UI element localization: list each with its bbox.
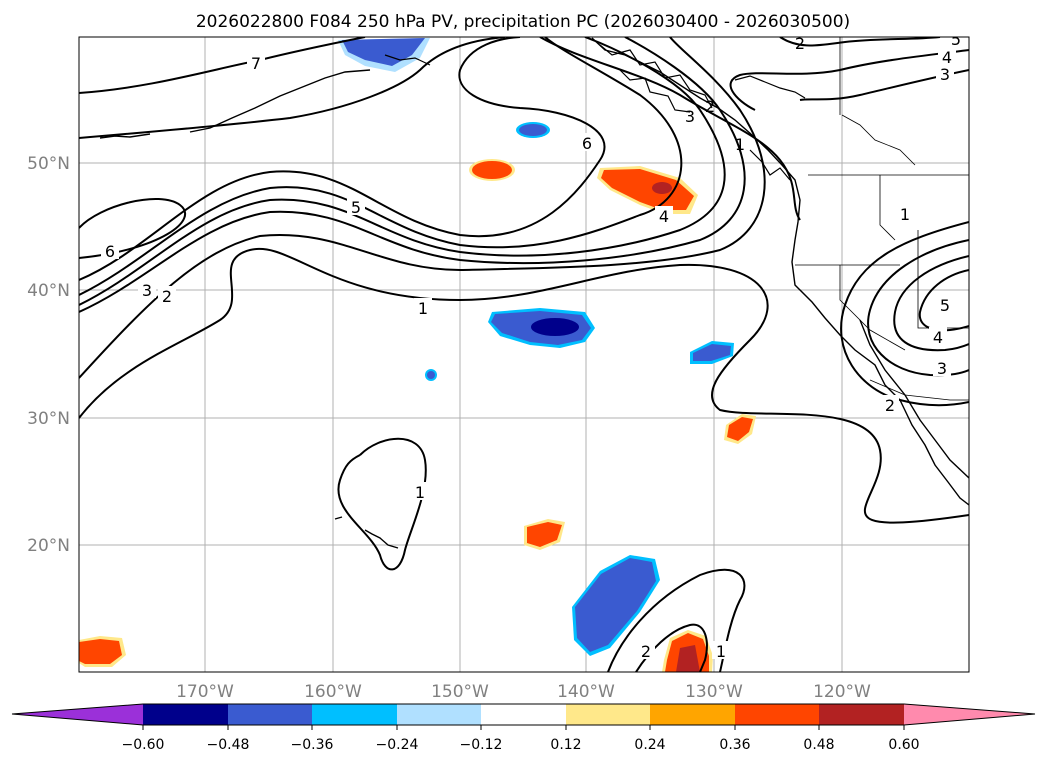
contour-label: 6: [582, 134, 592, 153]
contour-label: 1: [418, 299, 428, 318]
colorbar-extend-high: [904, 704, 1035, 725]
political-borders: [795, 37, 969, 401]
lon-label: 150°W: [431, 682, 489, 702]
pv-contour: [79, 37, 506, 139]
latitude-labels: 50°N 40°N 30°N 20°N: [27, 154, 70, 556]
colorbar-segment: [650, 704, 735, 725]
contour-label: 2: [885, 396, 895, 415]
contour-label: 2: [641, 642, 651, 661]
colorbar-segment: [228, 704, 312, 725]
longitude-labels: 170°W 160°W 150°W 140°W 130°W 120°W: [176, 682, 871, 702]
contour-label: 5: [940, 296, 950, 315]
contour-label: 1: [900, 205, 910, 224]
figure-title: 2026022800 F084 250 hPa PV, precipitatio…: [196, 12, 850, 32]
map-panel[interactable]: 7 6 5 4 3 2 1 6 3 2 1 1: [78, 30, 970, 673]
precip-blob-positive: [597, 166, 698, 214]
pv-contour: [337, 437, 427, 571]
map-frame: [78, 36, 970, 673]
colorbar-segment: [819, 704, 904, 725]
colorbar-tick-label: 0.12: [550, 737, 581, 753]
lon-label: 120°W: [813, 682, 871, 702]
lon-label: 170°W: [176, 682, 234, 702]
colorbar-segment: [143, 704, 228, 725]
precip-blob-positive: [524, 519, 565, 550]
lat-label: 40°N: [27, 281, 70, 301]
colorbar-tick-label: −0.48: [207, 737, 250, 753]
pv-contour: [607, 568, 746, 672]
colorbar-tick-label: 0.24: [634, 737, 665, 753]
colorbar-tick-label: −0.24: [376, 737, 419, 753]
precip-blob-positive: [724, 414, 756, 444]
colorbar-ticks: [142, 725, 905, 730]
colorbar-tick-label: −0.60: [122, 737, 165, 753]
contour-label: 4: [942, 48, 952, 67]
pv-contour: [893, 255, 969, 352]
contour-label: 1: [716, 642, 726, 661]
lon-label: 160°W: [304, 682, 362, 702]
contour-label: 4: [933, 328, 943, 347]
lon-label: 140°W: [557, 682, 615, 702]
precip-blob-negative: [425, 369, 437, 381]
contour-label: 4: [659, 207, 669, 226]
contour-label: 5: [351, 198, 361, 217]
pv-contour: [79, 37, 746, 313]
contour-label: 2: [705, 97, 715, 116]
precip-blob-negative: [488, 308, 595, 348]
contour-label: 3: [937, 359, 947, 378]
colorbar-tick-labels: −0.60 −0.48 −0.36 −0.24 −0.12 0.12 0.24 …: [122, 737, 920, 753]
pv-contour: [779, 37, 941, 47]
colorbar-segment: [397, 704, 481, 725]
contour-label: 2: [162, 287, 172, 306]
precip-blob-positive: [662, 630, 713, 672]
pv-contour: [539, 37, 801, 221]
pv-contour: [79, 37, 726, 306]
precip-blob-positive: [469, 159, 515, 181]
map-background: [79, 37, 969, 672]
colorbar-tick-label: 0.60: [888, 737, 919, 753]
contour-labels: 7 6 5 4 3 2 1 6 3 2 1 1: [101, 30, 961, 661]
precip-shading: [79, 38, 756, 672]
pv-contour: [918, 269, 969, 332]
colorbar-tick-label: 0.36: [719, 737, 750, 753]
contour-label: 2: [795, 34, 805, 53]
colorbar: −0.60 −0.48 −0.36 −0.24 −0.12 0.12 0.24 …: [11, 703, 1036, 753]
pv-contours: [79, 37, 969, 672]
pv-contour: [840, 221, 969, 407]
precip-blob-positive: [79, 636, 126, 667]
contour-label: 5: [951, 30, 961, 49]
colorbar-tick-label: −0.36: [291, 737, 334, 753]
pv-contour: [79, 247, 969, 524]
lat-label: 30°N: [27, 409, 70, 429]
pv-contour: [79, 37, 766, 379]
precip-blob-negative: [516, 122, 550, 138]
precip-blob-negative: [572, 555, 660, 656]
contour-label: 1: [415, 483, 425, 502]
colorbar-segment: [735, 704, 819, 725]
contour-label: 3: [142, 281, 152, 300]
contour-label: 3: [685, 107, 695, 126]
colorbar-tick-label: 0.48: [803, 737, 834, 753]
contour-label: 6: [105, 242, 115, 261]
colorbar-segment: [312, 704, 397, 725]
colorbar-tick-label: −0.12: [460, 737, 503, 753]
contour-label: 7: [251, 54, 261, 73]
lat-label: 50°N: [27, 154, 70, 174]
colorbar-segment: [566, 704, 650, 725]
colorbar-extend-low: [12, 704, 143, 725]
lat-label: 20°N: [27, 536, 70, 556]
pv-contour: [79, 37, 683, 296]
lon-label: 130°W: [685, 682, 743, 702]
pv-contour: [79, 37, 606, 281]
pv-contour: [729, 49, 969, 111]
colorbar-segment: [481, 704, 566, 725]
contour-label: 3: [940, 65, 950, 84]
coastlines: [99, 37, 969, 549]
contour-label: 1: [735, 135, 745, 154]
precip-blob-negative: [690, 341, 734, 364]
